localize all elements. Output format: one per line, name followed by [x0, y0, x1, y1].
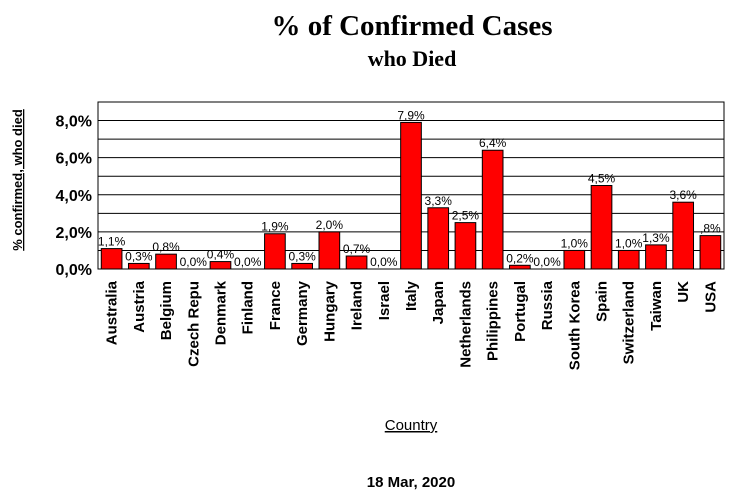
data-label: 1,0%: [561, 236, 589, 250]
x-tick-label: Portugal: [512, 281, 529, 342]
x-tick-label: Switzerland: [621, 281, 638, 364]
x-tick-label: Austria: [131, 280, 148, 332]
data-label: 1,3%: [642, 231, 670, 245]
bar: [699, 235, 722, 270]
data-labels: 1,1%0,3%0,8%0,0%0,4%0,0%1,9%0,3%2,0%0,7%…: [98, 108, 721, 269]
data-label: 0,7%: [343, 242, 371, 256]
plot-frame: [97, 101, 725, 270]
bar: [400, 121, 422, 270]
bar: [291, 262, 313, 270]
x-tick-label: Israel: [376, 281, 393, 320]
bar: [264, 233, 286, 270]
bar: [672, 201, 695, 270]
data-label: 7,9%: [397, 108, 425, 122]
x-tick-label: Hungary: [321, 280, 338, 342]
data-label: 0,8%: [152, 240, 180, 254]
y-tick-label: 8,0%: [56, 114, 92, 131]
x-tick-label: USA: [702, 281, 719, 313]
data-label: 4,5%: [588, 172, 616, 186]
x-tick-label: France: [267, 281, 284, 330]
chart-subtitle: who Died: [368, 46, 457, 71]
x-tick-label: Italy: [403, 280, 420, 311]
bar: [454, 222, 477, 270]
x-tick-label: Spain: [594, 281, 611, 322]
x-axis-label: Country: [385, 417, 438, 434]
data-label: 2,5%: [452, 209, 480, 223]
bar: [155, 253, 177, 270]
bar: [127, 262, 150, 270]
bar: [509, 264, 531, 270]
x-tick-label: Netherlands: [457, 281, 474, 368]
bar: [645, 244, 667, 270]
bar: [481, 149, 504, 270]
data-label: 0,0%: [370, 255, 398, 269]
x-tick-label: Russia: [539, 280, 556, 330]
y-axis-label: % confirmed, who died: [10, 109, 25, 251]
x-tick-label: UK: [675, 281, 692, 303]
y-tick-label: 2,0%: [56, 225, 92, 242]
y-tick-label: 6,0%: [56, 151, 92, 168]
bar: [100, 248, 123, 270]
x-tick-label: South Korea: [566, 280, 583, 370]
bar: [318, 231, 341, 270]
x-tick-label: Philippines: [485, 281, 502, 361]
data-label: 1,9%: [261, 220, 289, 234]
x-tick-label: Ireland: [349, 281, 366, 330]
x-tick-labels: Australia Austria Belgium Czech Repu Denmark…: [104, 280, 720, 370]
x-tick-label: Germany: [294, 280, 311, 346]
bar: [563, 249, 586, 270]
x-tick-label: Belgium: [158, 281, 175, 340]
data-label: 0,0%: [533, 255, 561, 269]
data-label: 0,3%: [288, 249, 316, 263]
bar: [427, 207, 450, 270]
data-label: 2,0%: [316, 218, 344, 232]
x-tick-label: Czech Repu: [185, 281, 202, 367]
bar: [590, 185, 613, 270]
data-label: 0,0%: [234, 255, 262, 269]
data-label: 6,4%: [479, 136, 507, 150]
x-tick-label: Denmark: [212, 280, 229, 345]
data-label: 3,3%: [425, 194, 453, 208]
data-label: 0,4%: [207, 248, 235, 262]
x-tick-label: Japan: [430, 281, 447, 324]
date-footer: 18 Mar, 2020: [367, 474, 455, 491]
bar: [617, 249, 640, 270]
data-label: 0,2%: [506, 251, 534, 265]
y-tick-label: 0,0%: [56, 262, 92, 279]
bars: [100, 121, 722, 270]
data-label: 0,3%: [125, 249, 153, 263]
x-tick-label: Australia: [104, 280, 121, 345]
data-label: 1,1%: [98, 235, 126, 249]
data-label: 1,0%: [615, 236, 643, 250]
data-label: 0,0%: [180, 255, 208, 269]
data-label: 3,6%: [669, 188, 697, 202]
x-tick-label: Taiwan: [648, 281, 665, 331]
y-tick-labels: 0,0% 2,0% 4,0% 6,0% 8,0%: [56, 114, 92, 279]
bar: [209, 261, 232, 270]
x-tick-label: Finland: [240, 281, 257, 334]
y-tick-label: 4,0%: [56, 188, 92, 205]
chart-title: % of Confirmed Cases: [271, 10, 552, 42]
data-label: ,8%: [700, 222, 721, 236]
bar: [345, 255, 368, 270]
